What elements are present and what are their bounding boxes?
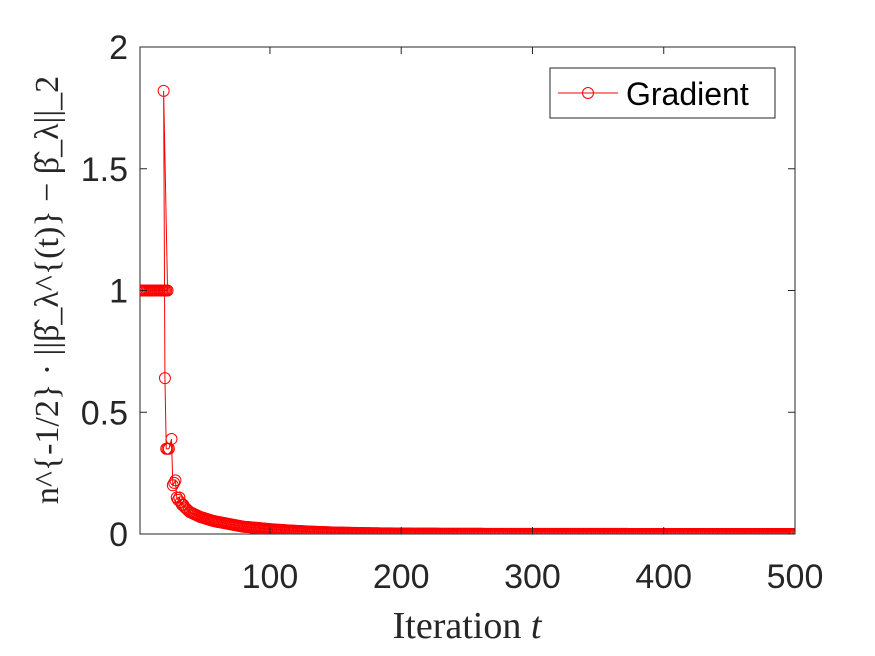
plot-area [139, 46, 796, 535]
series-layer [140, 84, 795, 534]
x-tick-label: 400 [635, 558, 692, 596]
data-point [173, 491, 186, 504]
x-tick-label: 500 [767, 558, 824, 596]
x-tick-label: 100 [242, 558, 299, 596]
data-point [162, 442, 175, 455]
ticks-layer: 100 200 300 400 500 0 0.5 1 1.5 2 [81, 29, 824, 596]
y-tick-label: 1 [109, 273, 128, 311]
y-tick-label: 2 [109, 29, 128, 67]
data-point [168, 476, 181, 489]
x-tick-label: 300 [504, 558, 561, 596]
legend-marker [582, 87, 594, 99]
data-point [158, 372, 171, 385]
data-point [161, 284, 174, 297]
legend-label-gradient: Gradient [626, 76, 749, 112]
y-tick-label: 1.5 [81, 151, 128, 189]
data-point [165, 433, 178, 446]
data-point [169, 474, 182, 487]
legend: Gradient [549, 67, 776, 119]
y-tick-label: 0.5 [81, 394, 128, 432]
x-axis-label: Iteration t [393, 605, 543, 647]
x-axis-label-variable: t [531, 605, 543, 647]
data-point [157, 84, 170, 97]
y-axis-label: n^{-1/2} · ||β̂_λ^{(t)} − β̂_λ||_2 [29, 76, 66, 504]
x-tick-label: 200 [373, 558, 430, 596]
y-tick-label: 0 [109, 516, 128, 554]
x-axis-label-text: Iteration [393, 605, 531, 647]
